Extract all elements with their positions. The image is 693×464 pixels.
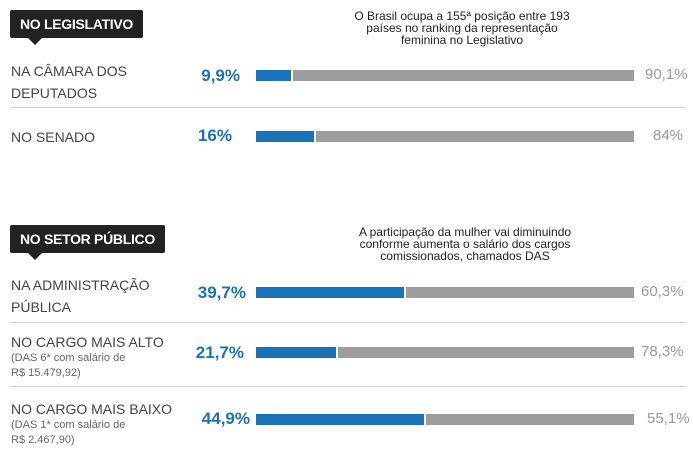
bar-fill-women-camara	[256, 70, 294, 81]
bar-fill-women-cargo-alto	[256, 347, 339, 358]
row-label-line: NA ADMINISTRAÇÃO	[11, 277, 150, 293]
women-pct-senado: 16%	[197, 126, 232, 145]
row-label-cargo-alto: NO CARGO MAIS ALTO	[11, 331, 164, 353]
women-pct-cargo-baixo: 44,9%	[201, 409, 250, 428]
row-sublabel-line: R$ 15.479,92)	[11, 367, 81, 379]
women-pct-cargo-alto: 21,7%	[195, 343, 244, 362]
men-pct-camara: 90,1%	[645, 66, 688, 83]
bar-cargo-baixo	[256, 414, 634, 425]
row-label-administracao: NA ADMINISTRAÇÃO PÚBLICA	[11, 274, 149, 318]
row-label-line: NO CARGO MAIS ALTO	[11, 334, 164, 350]
row-sublabel-line: (DAS 1* com salário de	[11, 419, 126, 431]
row-divider	[10, 107, 686, 108]
note-legislativo: O Brasil ocupa a 155ª posição entre 193 …	[354, 9, 570, 47]
row-label-cargo-baixo: NO CARGO MAIS BAIXO	[11, 398, 172, 420]
row-label-senado: NO SENADO	[11, 126, 95, 148]
row-sublabel-line: R$ 2.467,90)	[11, 434, 75, 446]
row-divider	[10, 322, 686, 323]
row-sublabel-line: (DAS 6* com salário de	[11, 352, 126, 364]
row-label-camara: NA CÂMARA DOS DEPUTADOS	[11, 60, 127, 104]
men-pct-administracao: 60,3%	[641, 283, 684, 300]
section-tag-setor-publico: NO SETOR PÚBLICO	[10, 225, 165, 260]
section-tag-legislativo: NO LEGISLATIVO	[10, 10, 143, 45]
bar-senado	[256, 131, 634, 142]
bar-cargo-alto	[256, 347, 634, 358]
women-pct-camara: 9,9%	[201, 66, 240, 85]
row-sublabel-cargo-baixo: (DAS 1* com salário de R$ 2.467,90)	[11, 418, 125, 448]
row-divider	[10, 386, 686, 387]
bar-fill-women-senado	[256, 131, 317, 142]
bar-fill-women-cargo-baixo	[256, 414, 426, 425]
men-pct-cargo-alto: 78,3%	[641, 343, 684, 360]
men-pct-cargo-baixo: 55,1%	[647, 410, 690, 427]
row-label-line: PÚBLICA	[11, 299, 71, 315]
note-setor-publico: A participação da mulher vai diminuindo …	[358, 225, 572, 263]
row-label-line: NA CÂMARA DOS	[11, 63, 127, 79]
row-sublabel-cargo-alto: (DAS 6* com salário de R$ 15.479,92)	[11, 351, 125, 381]
row-label-line: NO CARGO MAIS BAIXO	[11, 401, 173, 417]
row-label-line: DEPUTADOS	[11, 85, 98, 101]
men-pct-senado: 84%	[653, 127, 684, 144]
bar-administracao	[256, 287, 634, 298]
bar-camara	[256, 70, 634, 81]
women-pct-administracao: 39,7%	[197, 283, 246, 302]
row-label-line: NO SENADO	[11, 129, 96, 145]
bar-fill-women-administracao	[256, 287, 407, 298]
